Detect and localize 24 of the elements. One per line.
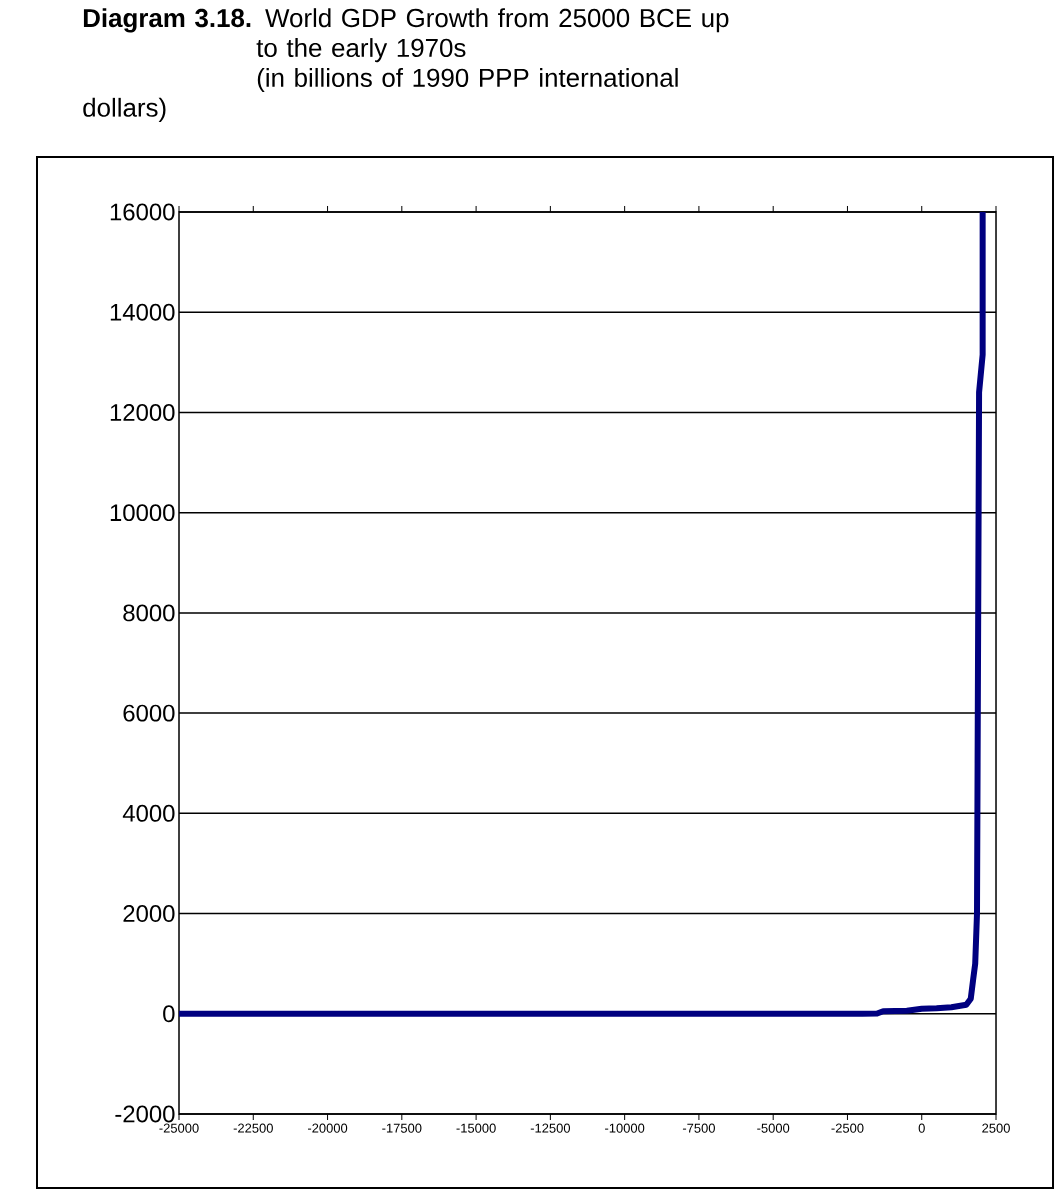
x-tick-label: -7500 (682, 1123, 715, 1133)
y-tick-label: 12000 (110, 403, 175, 421)
y-tick-label: 4000 (122, 804, 175, 822)
x-tick-label: -10000 (605, 1123, 645, 1133)
x-tick-label: -20000 (307, 1123, 348, 1133)
x-tick-label: -15000 (456, 1123, 496, 1133)
text: (in billions of 1990 PPP international dollars) (83, 67, 678, 122)
y-tick-label: 10000 (110, 504, 175, 522)
x-tick-label: 2500 (982, 1123, 1010, 1133)
chart-title: Diagram 3.18. World GDP Growth from 25000 BCE up to the early 1970s (83, 8, 729, 63)
y-tick-label: 16000 (110, 203, 175, 221)
x-tick-label: -25000 (159, 1123, 199, 1133)
y-tick-label: 8000 (123, 604, 175, 622)
y-tick-label: 14000 (110, 303, 175, 321)
x-tick-label: -2500 (831, 1123, 864, 1133)
x-tick-label: -17500 (382, 1123, 422, 1133)
x-tick-label: -5000 (757, 1123, 790, 1133)
x-tick-label: -12500 (530, 1123, 571, 1133)
x-tick-label: 0 (918, 1123, 925, 1133)
y-tick-label: 6000 (123, 704, 175, 722)
y-tick-label: -2000 (115, 1105, 175, 1123)
x-tick-label: -22500 (233, 1123, 273, 1133)
y-tick-label: 0 (163, 1005, 175, 1023)
y-tick-label: 2000 (123, 905, 175, 923)
